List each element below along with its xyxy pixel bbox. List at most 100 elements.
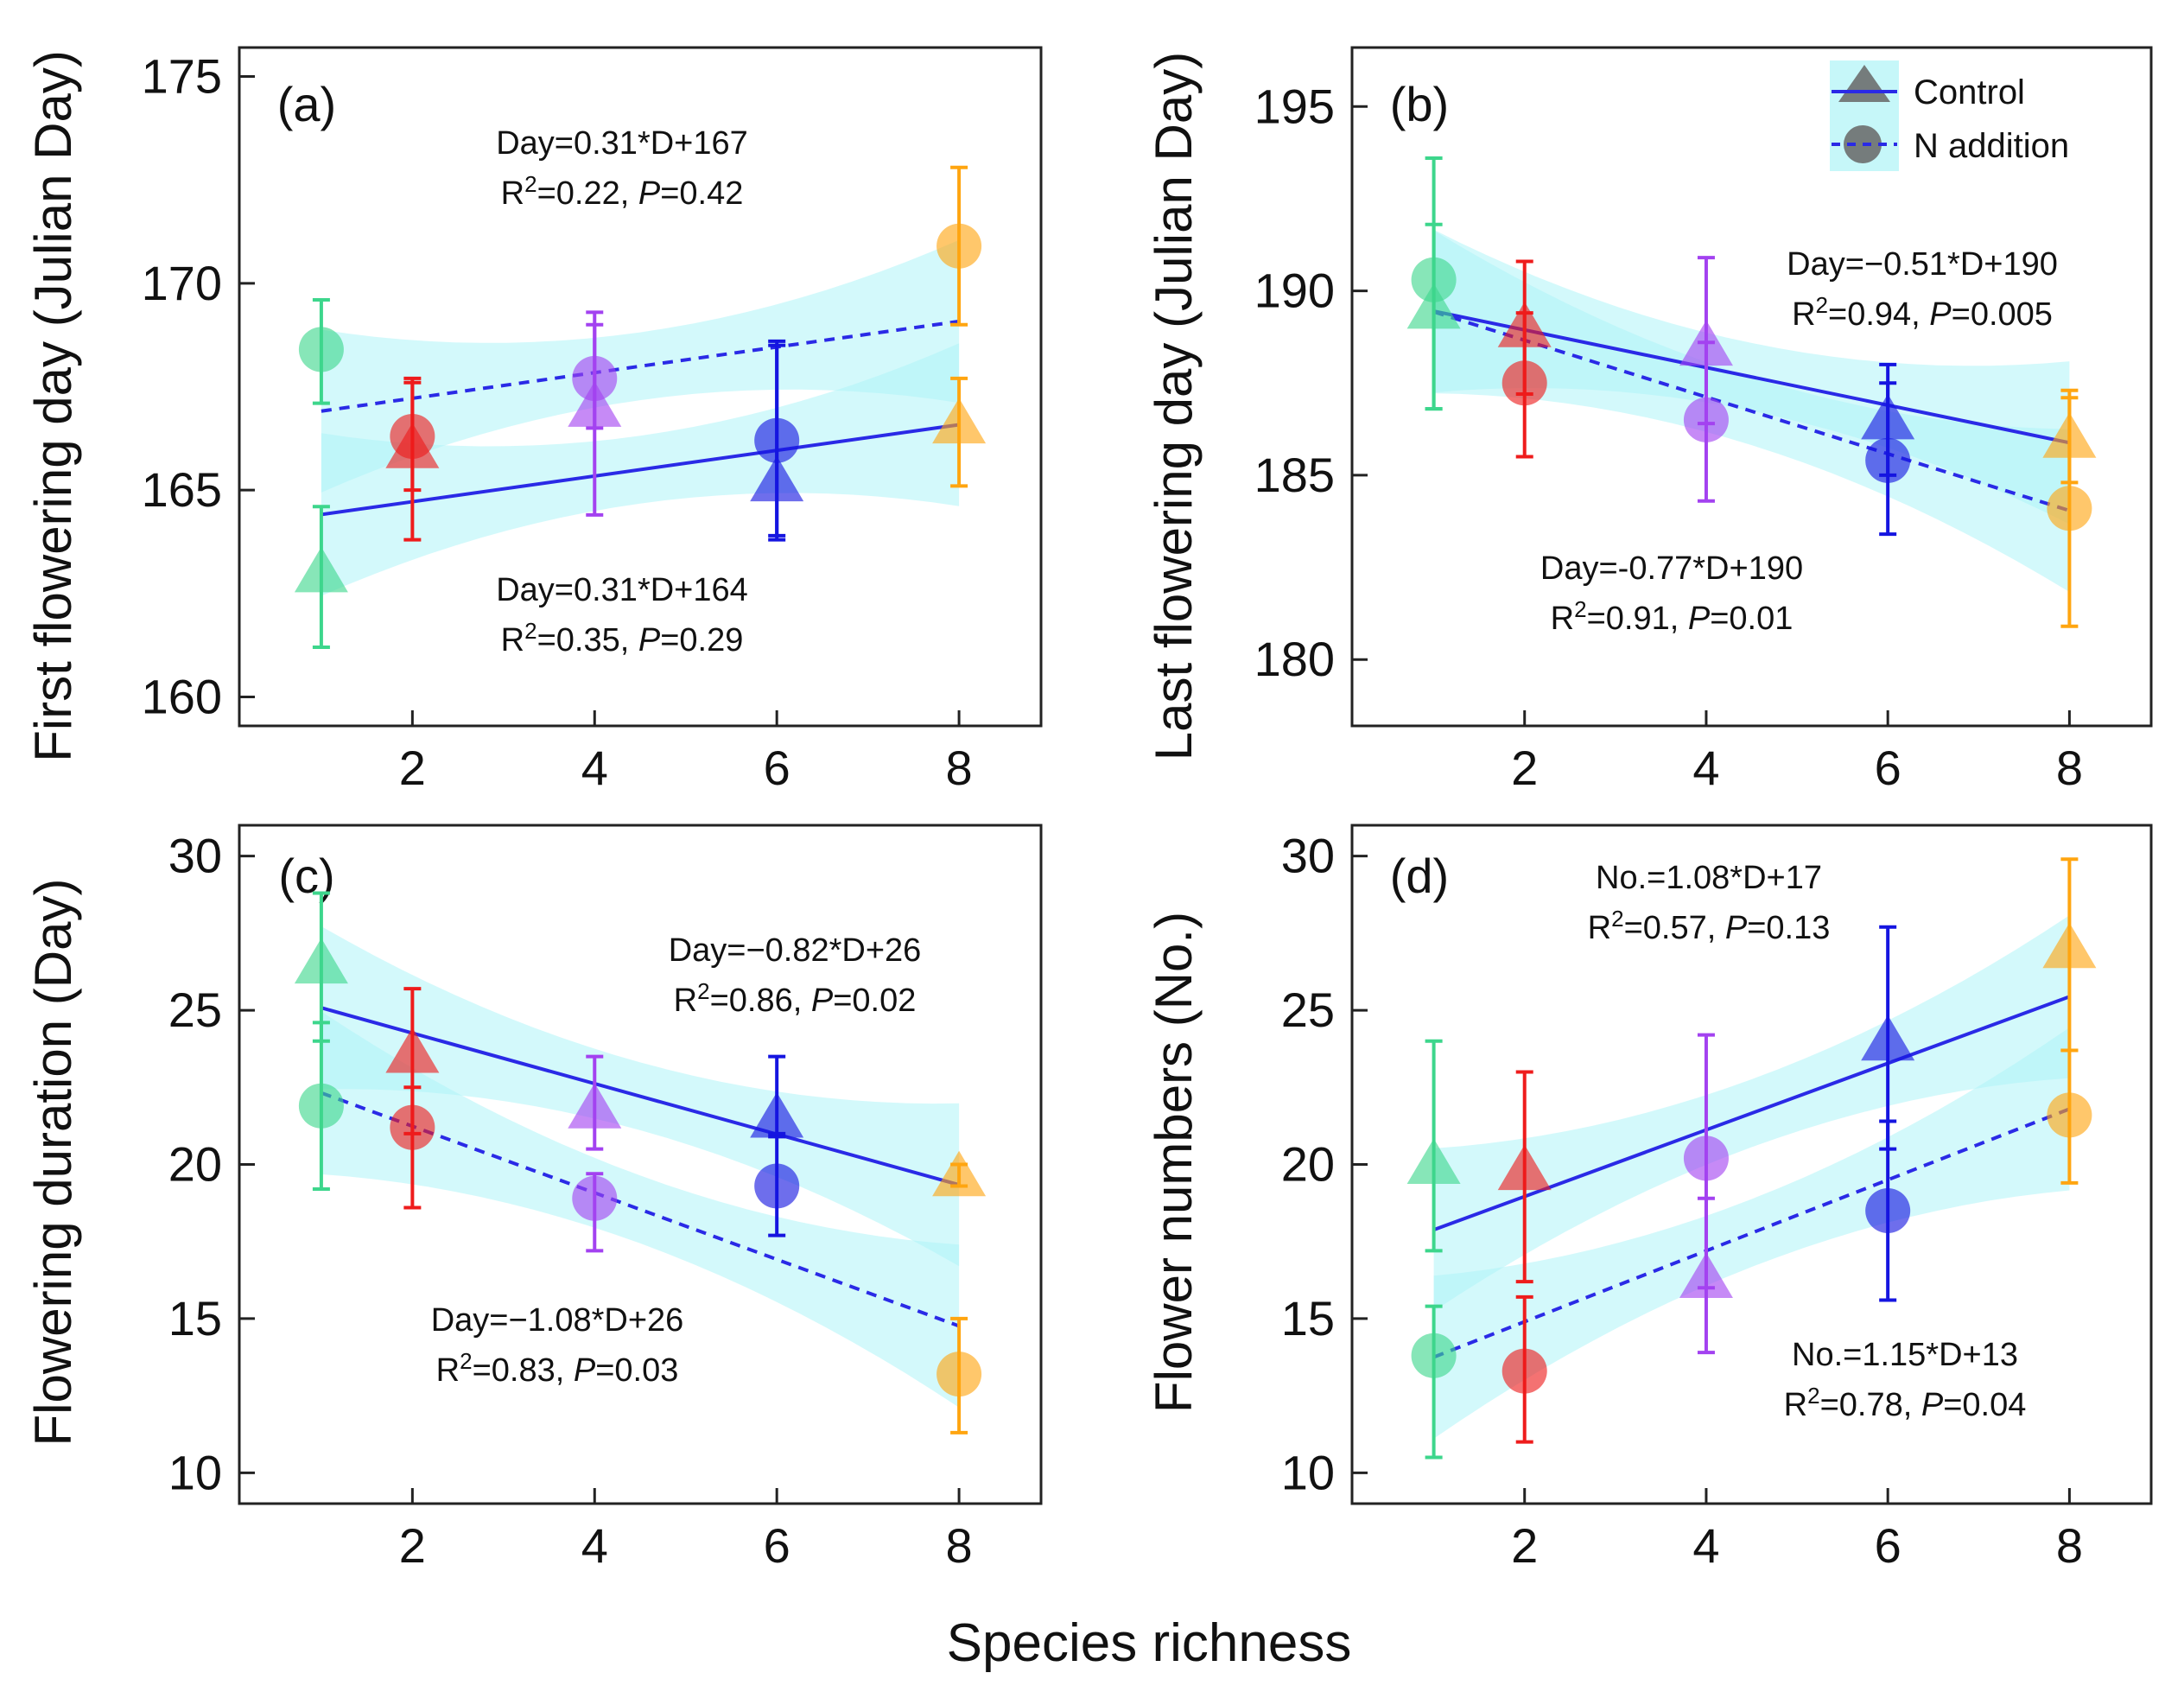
y-tick-label: 30	[168, 829, 222, 883]
x-tick-label: 4	[1692, 1518, 1719, 1573]
point-control	[2042, 412, 2097, 458]
y-tick-label: 185	[1254, 448, 1335, 502]
annotation-lower-stats: R2=0.35, P=0.29	[501, 618, 744, 658]
point-n-addition	[298, 327, 344, 372]
x-tick-label: 2	[399, 741, 426, 795]
point-n-addition	[936, 223, 982, 269]
legend: Control N addition	[1830, 60, 2069, 171]
panel-b: 2 4 6 8 180 185 190 195 Last flowering day (Juli…	[1145, 46, 2153, 795]
y-axis-title: Flower numbers (No.)	[1145, 912, 1203, 1413]
y-tick-label: 10	[1281, 1445, 1335, 1499]
point-n-addition	[1502, 1348, 1547, 1394]
annotation-upper-equation: No.=1.08*D+17	[1596, 860, 1822, 896]
legend-label-n-addition: N addition	[1914, 127, 2069, 165]
point-control	[568, 381, 622, 427]
annotation-lower-stats: R2=0.91, P=0.01	[1551, 596, 1794, 637]
point-n-addition	[298, 1083, 344, 1129]
y-axis-title: Last flowering day (Julian Day)	[1145, 52, 1203, 760]
y-tick-label: 30	[1281, 829, 1335, 883]
panel-c: 2 4 6 8 10 15 20 25 30 Flowering duration (Day) (c…	[24, 824, 1043, 1573]
point-control	[1679, 1252, 1733, 1299]
x-tick-label: 6	[764, 1518, 790, 1573]
point-control	[932, 398, 987, 444]
panel-label: (b)	[1390, 77, 1449, 131]
point-n-addition	[1683, 397, 1729, 442]
y-axis-title: Flowering duration (Day)	[24, 879, 82, 1447]
fit-line-control	[1432, 995, 2071, 1232]
point-n-addition	[1865, 437, 1911, 483]
y-tick-label: 180	[1254, 632, 1335, 686]
annotation-upper-equation: Day=−0.82*D+26	[669, 932, 922, 969]
annotation-lower-stats: R2=0.83, P=0.03	[436, 1348, 679, 1389]
point-n-addition	[390, 1104, 435, 1150]
y-tick-label: 15	[168, 1291, 222, 1345]
x-tick-label: 4	[581, 1518, 608, 1573]
panel-d: 2 4 6 8 10 15 20 25 30 Flower numbers (No.) (d) No.…	[1145, 824, 2153, 1573]
x-tick-label: 8	[946, 1518, 973, 1573]
point-control	[750, 1091, 804, 1138]
y-tick-label: 165	[142, 462, 222, 517]
point-control	[750, 455, 804, 502]
confidence-band-n-addition	[321, 239, 960, 493]
annotation-upper-stats: R2=0.86, P=0.02	[674, 978, 917, 1019]
point-control	[1861, 1015, 1915, 1061]
y-tick-label: 170	[142, 256, 222, 310]
point-control	[1497, 1144, 1552, 1191]
x-tick-label: 4	[1692, 741, 1719, 795]
y-tick-label: 25	[1281, 983, 1335, 1037]
x-tick-label: 6	[764, 741, 790, 795]
point-n-addition	[572, 1175, 618, 1221]
x-tick-label: 2	[399, 1518, 426, 1573]
x-tick-label: 2	[1511, 741, 1538, 795]
y-tick-label: 20	[1281, 1137, 1335, 1192]
point-control	[1861, 393, 1915, 440]
panel-label: (d)	[1390, 849, 1449, 903]
point-n-addition	[1502, 360, 1547, 406]
y-axis-title: First flowering day (Julian Day)	[24, 50, 82, 762]
plot-frame	[238, 46, 1043, 728]
annotation-lower-stats: R2=0.78, P=0.04	[1784, 1383, 2027, 1423]
point-control	[932, 1150, 987, 1197]
x-tick-label: 8	[946, 741, 973, 795]
y-tick-label: 195	[1254, 79, 1335, 133]
x-tick-label: 2	[1511, 1518, 1538, 1573]
y-tick-label: 10	[168, 1445, 222, 1499]
annotation-upper-stats: R2=0.22, P=0.42	[501, 171, 744, 212]
annotation-upper-stats: R2=0.57, P=0.13	[1588, 906, 1831, 946]
y-tick-label: 25	[168, 983, 222, 1037]
point-control	[294, 938, 348, 984]
point-n-addition	[2047, 486, 2092, 531]
point-control	[1406, 1138, 1461, 1184]
y-tick-label: 190	[1254, 264, 1335, 318]
confidence-band-n-addition	[1433, 1027, 2070, 1439]
annotation-lower-equation: Day=−1.08*D+26	[431, 1302, 684, 1339]
annotation-upper-equation: Day=0.31*D+167	[496, 125, 748, 162]
point-control	[385, 1027, 440, 1073]
x-axis-title: Species richness	[947, 1613, 1352, 1673]
point-control	[1406, 283, 1461, 329]
x-tick-label: 4	[581, 741, 608, 795]
panel-label: (a)	[277, 77, 336, 131]
annotation-lower-equation: Day=0.31*D+164	[496, 572, 748, 608]
x-tick-label: 6	[1875, 741, 1901, 795]
point-n-addition	[936, 1352, 982, 1397]
point-n-addition	[754, 1163, 800, 1209]
point-n-addition	[1683, 1135, 1729, 1181]
point-control	[2042, 922, 2097, 969]
fit-line-control	[321, 423, 960, 517]
confidence-band-n-addition	[321, 1011, 960, 1408]
point-control	[568, 1083, 622, 1129]
annotation-upper-stats: R2=0.94, P=0.005	[1792, 292, 2053, 333]
annotation-lower-equation: Day=-0.77*D+190	[1540, 550, 1803, 587]
point-n-addition	[1865, 1188, 1911, 1234]
point-n-addition	[754, 417, 800, 463]
y-tick-label: 15	[1281, 1291, 1335, 1345]
point-n-addition	[1411, 257, 1457, 302]
point-n-addition	[390, 413, 435, 459]
panel-label: (c)	[278, 849, 334, 903]
x-tick-label: 8	[2056, 741, 2083, 795]
point-control	[294, 546, 348, 593]
annotation-upper-equation: Day=−0.51*D+190	[1787, 246, 2058, 283]
x-tick-label: 8	[2056, 1518, 2083, 1573]
